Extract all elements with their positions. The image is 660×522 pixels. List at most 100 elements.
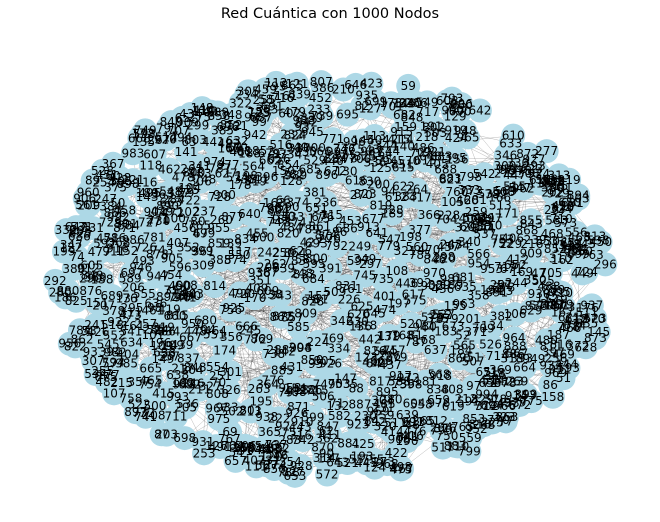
node-label: 984: [500, 163, 523, 177]
node-label: 720: [232, 287, 255, 301]
node-label: 600: [252, 231, 275, 245]
node-label: 913: [357, 220, 380, 234]
node-label: 959: [367, 404, 390, 418]
node-label: 377: [408, 223, 431, 237]
node-label: 695: [336, 108, 359, 122]
node-label: 572: [316, 467, 339, 481]
node-label: 942: [244, 128, 267, 142]
graph-edge: [230, 350, 462, 373]
node-label: 802: [422, 120, 445, 134]
node-label: 749: [313, 378, 336, 392]
node-label: 994: [475, 387, 498, 401]
node-label: 903: [69, 224, 92, 238]
node-label: 769: [321, 332, 344, 346]
node-label: 814: [203, 279, 226, 293]
node-label: 800: [182, 165, 205, 179]
node-label: 869: [250, 332, 273, 346]
node-label: 941: [174, 290, 197, 304]
node-label: 675: [94, 370, 117, 384]
node-label: 973: [552, 300, 575, 314]
node-label: 895: [376, 385, 399, 399]
node-label: 767: [218, 432, 241, 446]
node-label: 875: [272, 310, 295, 324]
node-label: 990: [441, 103, 464, 117]
node-label: 401: [373, 290, 396, 304]
node-label: 870: [311, 441, 334, 455]
node-label: 960: [77, 186, 100, 200]
node-label: 657: [224, 454, 247, 468]
node-label: 787: [404, 335, 427, 349]
node-label: 968: [376, 457, 399, 471]
node-label: 926: [285, 406, 308, 420]
node-label: 733: [391, 97, 414, 111]
node-label: 874: [315, 228, 338, 242]
node-label: 850: [301, 353, 324, 367]
node-label: 885: [271, 363, 294, 377]
node-label: 928: [290, 459, 313, 473]
node-label: 781: [143, 230, 166, 244]
node-label: 607: [143, 147, 166, 161]
node-label: 705: [540, 266, 563, 280]
node-label: 816: [549, 337, 572, 351]
graph-edge: [324, 326, 569, 385]
node-label: 923: [347, 417, 370, 431]
node-label: 835: [575, 317, 598, 331]
node-label: 668: [128, 131, 151, 145]
node-label: 782: [485, 187, 508, 201]
node-label: 999: [190, 244, 213, 258]
node-label: 949: [522, 352, 545, 366]
node-label: 847: [317, 420, 340, 434]
node-label: 958: [279, 381, 302, 395]
node-label: 929: [547, 186, 570, 200]
node-label: 868: [516, 224, 539, 238]
node-label: 939: [272, 261, 295, 275]
node-label: 997: [326, 145, 349, 159]
node-label: 722: [178, 193, 201, 207]
node-label: 909: [176, 115, 199, 129]
node-label: 611: [247, 173, 270, 187]
node-label: 643: [326, 456, 349, 470]
node-label: 920: [154, 133, 177, 147]
node-label: 609: [256, 284, 279, 298]
node-label: 758: [119, 391, 142, 405]
node-label: 804: [267, 204, 290, 218]
node-label: 812: [425, 414, 448, 428]
node-label: 846: [423, 253, 446, 267]
node-label: 158: [541, 390, 564, 404]
node-label: 821: [439, 172, 462, 186]
node-label: 954: [467, 256, 490, 270]
node-label: 610: [502, 129, 525, 143]
node-label: 977: [217, 158, 240, 172]
node-label: 554: [206, 360, 229, 374]
node-label: 991: [401, 415, 424, 429]
node-label: 645: [363, 307, 386, 321]
node-label: 879: [436, 312, 459, 326]
node-label: 852: [544, 242, 567, 256]
node-label: 820: [277, 227, 300, 241]
node-label: 864: [284, 246, 307, 260]
node-label: 955: [207, 221, 230, 235]
node-label: 989: [284, 169, 307, 183]
node-layer: [43, 70, 618, 488]
graph-edge: [202, 178, 451, 443]
node-label: 925: [222, 301, 245, 315]
node-label: 937: [580, 298, 603, 312]
node-label: 724: [575, 265, 598, 279]
node-label: 799: [458, 444, 481, 458]
node-label: 983: [121, 146, 144, 160]
node-label: 993: [166, 390, 189, 404]
node-label: 915: [390, 125, 413, 139]
graph-node: [540, 384, 565, 409]
node-label: 898: [117, 177, 140, 191]
node-label: 880: [56, 284, 79, 298]
node-label: 865: [281, 78, 304, 92]
node-label: 59: [401, 79, 416, 93]
node-label: 918: [429, 369, 452, 383]
node-label: 950: [181, 317, 204, 331]
node-label: 574: [224, 253, 247, 267]
node-label: 900: [213, 188, 236, 202]
node-label: 833: [293, 268, 316, 282]
node-label: 808: [206, 387, 229, 401]
